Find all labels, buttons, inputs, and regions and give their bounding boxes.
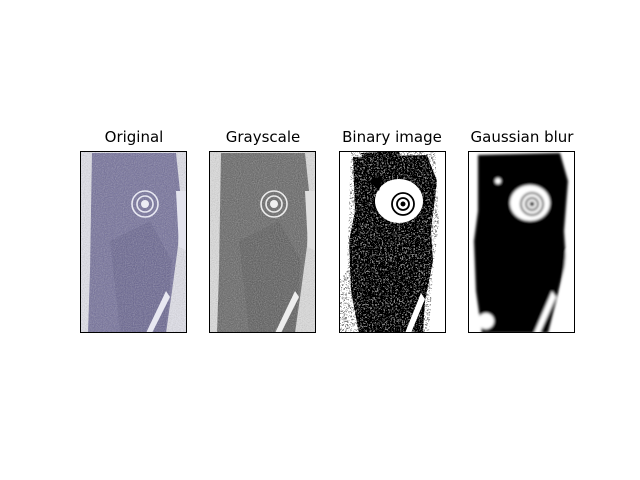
panel-binary-image bbox=[339, 151, 446, 333]
panel-grayscale-frame bbox=[209, 151, 316, 333]
original-image bbox=[80, 151, 187, 333]
panel-original-image bbox=[80, 151, 187, 333]
panel-gaussian-image bbox=[468, 151, 575, 333]
panel-title-gaussian: Gaussian blur bbox=[470, 128, 574, 146]
panel-gaussian-frame bbox=[468, 151, 575, 333]
gaussian-blur-image bbox=[468, 151, 575, 333]
panel-binary-frame bbox=[339, 151, 446, 333]
panel-title-original: Original bbox=[104, 128, 164, 146]
panel-original-frame bbox=[80, 151, 187, 333]
panel-title-grayscale: Grayscale bbox=[225, 128, 301, 146]
panel-grayscale-image bbox=[209, 151, 316, 333]
panel-title-binary: Binary image bbox=[342, 128, 442, 146]
binary-image bbox=[339, 151, 446, 333]
grayscale-image bbox=[209, 151, 316, 333]
